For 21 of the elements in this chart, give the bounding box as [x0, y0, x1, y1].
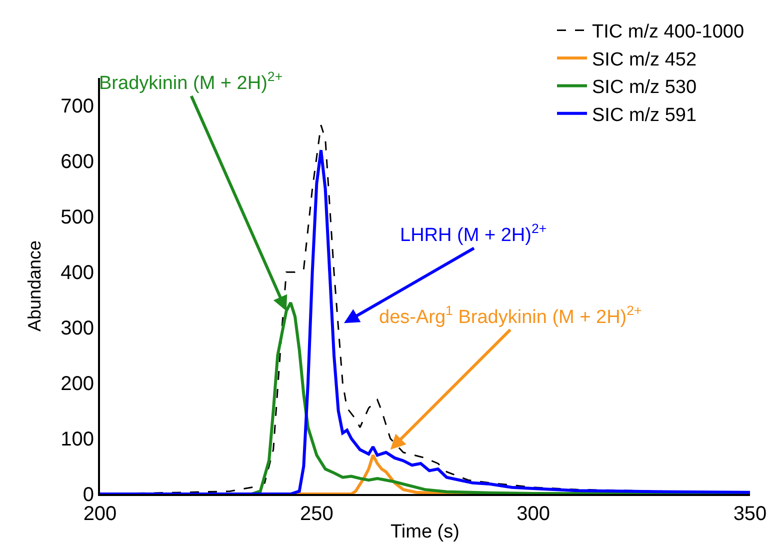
annotation: des-Arg$^{1}$ Bradykinin (M + 2H)$^{2+}$ [379, 303, 642, 328]
legend-label: SIC m/z 452 [592, 49, 697, 70]
y-tick-label: 400 [60, 262, 94, 284]
legend-label: SIC m/z 591 [592, 104, 697, 126]
y-tick-label: 300 [60, 318, 94, 340]
legend-label: TIC m/z 400-1000 [592, 22, 744, 43]
y-tick-label: 100 [60, 428, 94, 451]
y-tick-label: 200 [60, 373, 94, 396]
y-tick-label: 500 [60, 206, 94, 229]
annotation: Bradykinin (M + 2H)$^{2+}$ [99, 69, 283, 94]
y-axis-title: Abundance [24, 240, 44, 332]
y-tick-label: 600 [60, 151, 94, 174]
legend-label: SIC m/z 530 [592, 77, 697, 98]
x-tick-label: 250 [300, 503, 334, 525]
x-tick-label: 350 [733, 503, 767, 525]
x-axis-title: Time (s) [390, 521, 460, 542]
y-tick-label: 0 [82, 484, 94, 506]
y-tick-label: 700 [60, 96, 94, 118]
x-tick-label: 200 [83, 503, 117, 525]
annotation: LHRH (M + 2H)$^{2+}$ [400, 221, 547, 246]
x-tick-label: 300 [516, 503, 550, 525]
